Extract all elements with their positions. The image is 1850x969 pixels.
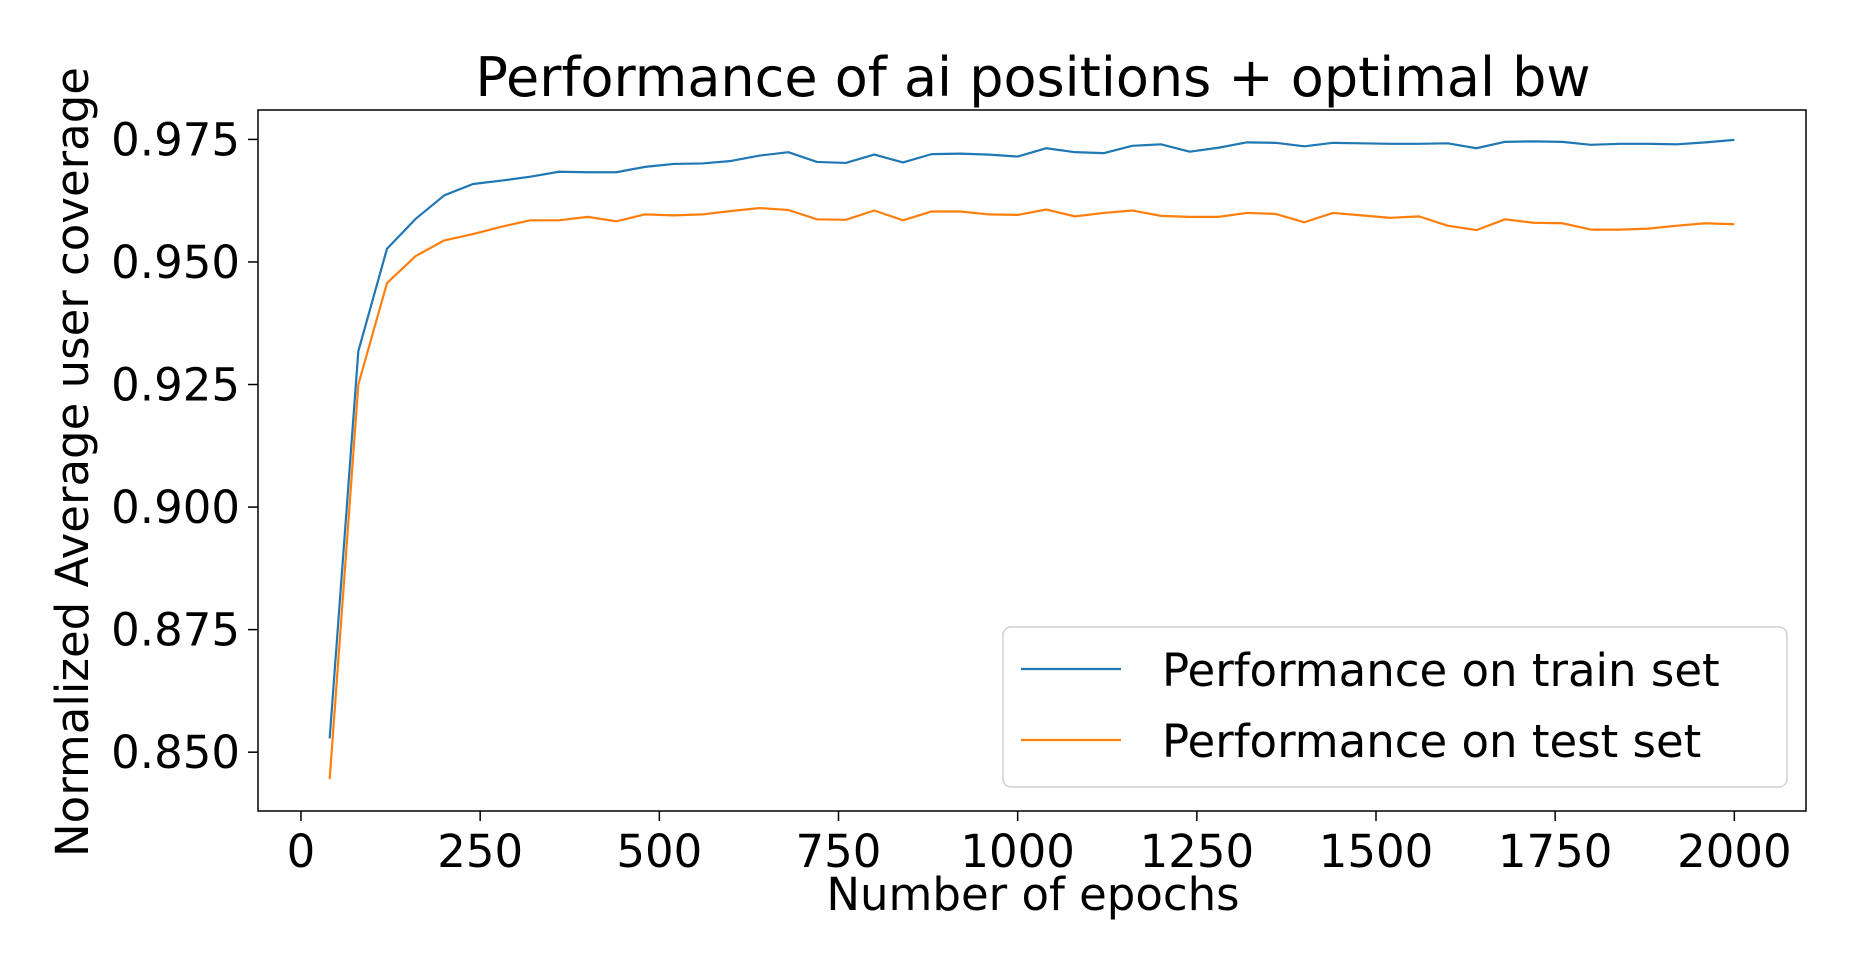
series-layer — [328, 138, 1735, 780]
plot-area-frame — [257, 109, 1807, 812]
series-line-1 — [328, 206, 1735, 780]
y-axis-label: Normalized Average user coverage — [46, 67, 99, 857]
legend-label-train: Performance on train set — [1162, 644, 1720, 697]
x-tick-label: 2000 — [1677, 825, 1792, 878]
chart-title: Performance of ai positions + optimal bw — [475, 46, 1590, 109]
y-tick-label: 0.850 — [111, 726, 240, 779]
x-tick-label: 750 — [796, 825, 882, 878]
y-axis: 0.850 0.875 0.900 0.925 0.950 0.975 — [111, 113, 258, 779]
x-tick-label: 0 — [287, 825, 316, 878]
legend: Performance on train set Performance on … — [1002, 626, 1788, 788]
y-tick-label: 0.875 — [111, 604, 240, 657]
x-tick-label: 1000 — [960, 825, 1075, 878]
y-tick-label: 0.975 — [111, 113, 240, 166]
x-tick-label: 250 — [437, 825, 523, 878]
x-axis: 0 250 500 750 1000 1250 1500 1750 2000 — [287, 811, 1792, 878]
y-tick-label: 0.900 — [111, 481, 240, 534]
legend-box — [1002, 626, 1788, 788]
x-tick-label: 1750 — [1498, 825, 1613, 878]
x-tick-label: 500 — [616, 825, 702, 878]
x-axis-label: Number of epochs — [826, 868, 1239, 921]
legend-label-test: Performance on test set — [1162, 715, 1701, 768]
x-tick-label: 1500 — [1319, 825, 1434, 878]
y-tick-label: 0.925 — [111, 359, 240, 412]
x-tick-label: 1250 — [1140, 825, 1255, 878]
series-line-0 — [328, 138, 1735, 739]
y-tick-label: 0.950 — [111, 236, 240, 289]
